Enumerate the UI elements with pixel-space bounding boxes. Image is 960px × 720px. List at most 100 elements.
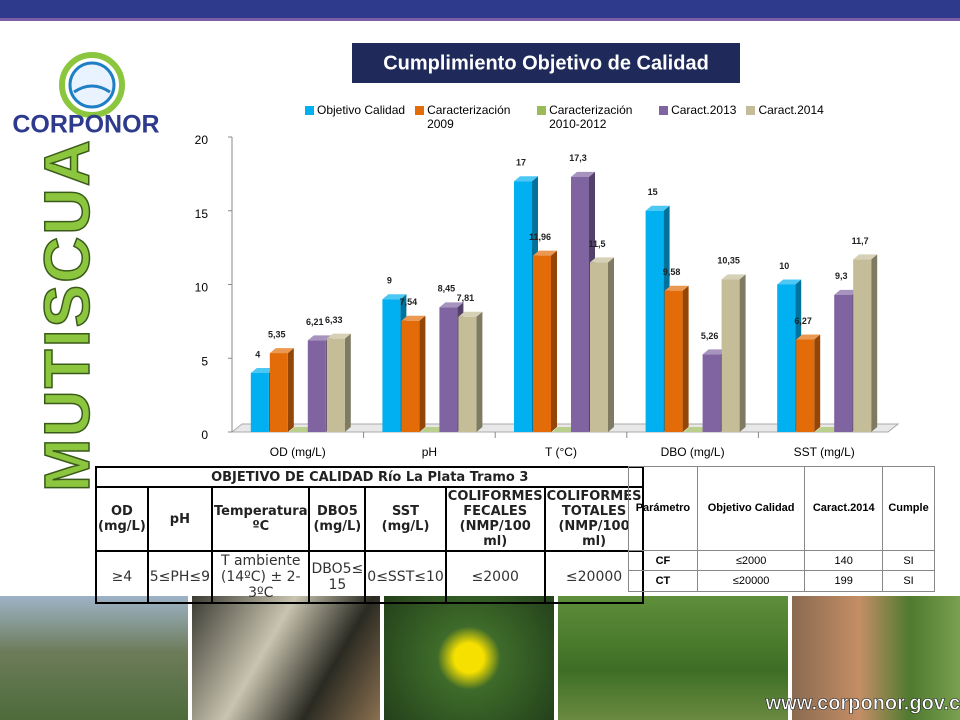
legend-swatch — [746, 106, 756, 115]
data-label: 10,35 — [717, 256, 740, 266]
table-cell: 5≤PH≤9 — [146, 550, 214, 604]
data-label: 10 — [779, 261, 789, 271]
bar-top — [721, 274, 746, 280]
data-label: 17 — [516, 158, 526, 168]
bar-top — [420, 427, 445, 432]
photo — [792, 596, 960, 720]
bar-top — [326, 333, 351, 339]
bar — [269, 353, 288, 432]
bar-top — [853, 254, 878, 260]
bar-side — [551, 250, 557, 432]
bar — [307, 340, 326, 432]
bar-side — [476, 311, 483, 432]
legend-swatch — [305, 106, 314, 115]
table-header: Parámetro — [628, 466, 698, 551]
bar-top — [796, 334, 821, 340]
table-cell: DBO5≤ 15 — [308, 550, 367, 604]
data-label: 11,96 — [529, 232, 551, 242]
legend-swatch — [537, 106, 547, 115]
table-header: Objetivo Calidad — [696, 466, 806, 551]
title-box — [352, 43, 740, 83]
photo — [192, 596, 380, 720]
legend-item: Caract.2013 — [659, 103, 736, 131]
legend-label: Objetivo Calidad — [317, 103, 406, 117]
table-cell: CT — [628, 570, 698, 592]
data-label: 5,35 — [268, 329, 286, 339]
website: www.corponor.gov.co — [765, 692, 960, 714]
x-tick-label: pH — [422, 445, 437, 459]
bar — [326, 338, 345, 432]
bar-top — [458, 311, 483, 317]
data-label: 9,3 — [835, 271, 848, 281]
data-label: 6,27 — [794, 316, 812, 326]
table-header: OD (mg/L) — [95, 486, 149, 552]
bar — [834, 294, 853, 432]
x-tick-label: DBO (mg/L) — [661, 445, 725, 459]
bar — [401, 320, 420, 432]
x-tick-label: SST (mg/L) — [794, 445, 855, 459]
data-label: 15 — [648, 187, 658, 197]
bar — [702, 354, 721, 432]
bar-top — [590, 257, 614, 263]
table-cell: CF — [628, 549, 698, 572]
bar-side — [287, 348, 294, 432]
legend-item: Caract.2014 — [746, 103, 824, 131]
table-cell: 140 — [804, 549, 884, 572]
table-cell: 199 — [804, 570, 884, 592]
photo-strip — [0, 596, 960, 720]
bar-top — [269, 348, 294, 354]
bar-top — [834, 289, 859, 295]
bar — [250, 373, 269, 432]
brand: CORPONOR — [12, 111, 159, 139]
bar — [796, 339, 815, 432]
top-bar — [0, 0, 960, 21]
table-cell: ≥4 — [95, 550, 149, 604]
bar-top — [250, 368, 275, 373]
bar-top — [552, 427, 576, 432]
bar — [571, 176, 589, 432]
table-header: pH — [146, 486, 214, 552]
table-cell: ≤2000 — [444, 550, 546, 604]
table-cell: ≤20000 — [696, 570, 806, 592]
legend-swatch — [659, 106, 669, 115]
legend-item: Objetivo Calidad — [305, 103, 405, 131]
compliance-table: Parámetro Objetivo Calidad Caract.2014 Cump… — [628, 466, 935, 592]
bar-side — [871, 254, 878, 432]
table-cell: SI — [882, 549, 935, 572]
x-tick-label: OD (mg/L) — [270, 445, 326, 459]
table-title: OBJETIVO DE CALIDAD Río La Plata Tramo 3 — [94, 466, 645, 488]
bar-side — [344, 333, 351, 432]
x-tick-label: T (°C) — [545, 445, 577, 459]
bar — [514, 181, 532, 432]
data-label: 4 — [255, 349, 260, 359]
bar-top — [664, 285, 689, 291]
legend-label: Caract.2013 — [671, 103, 737, 117]
bar — [382, 299, 401, 432]
bar-top — [514, 176, 538, 182]
table-header: Temperatura ºC — [211, 486, 311, 552]
bar-top — [777, 279, 802, 285]
table-cell: 0≤SST≤10 — [364, 550, 447, 604]
table-cell: ≤20000 — [543, 550, 645, 604]
y-tick-label: 15 — [195, 207, 209, 221]
bar-top — [702, 349, 727, 355]
table-header: SST (mg/L) — [364, 486, 447, 552]
table-header: COLIFORMES FECALES (NMP/100 ml) — [444, 486, 546, 552]
data-label: 6,33 — [325, 315, 343, 325]
bar-top — [683, 427, 708, 432]
y-tick-label: 20 — [195, 133, 209, 147]
bar-top — [815, 427, 840, 432]
legend-label: Caract.2014 — [758, 103, 824, 117]
bar-top — [307, 335, 332, 341]
bar-side — [682, 285, 689, 432]
bar-side — [739, 274, 746, 432]
bar-top — [571, 171, 595, 177]
data-label: 6,21 — [306, 317, 324, 327]
legend-item: Caracterización 2009 — [415, 103, 527, 131]
bar — [853, 259, 872, 432]
table-row: CT ≤20000 199 SI — [628, 570, 935, 592]
table-cell: ≤2000 — [696, 549, 806, 572]
data-label: 7,81 — [457, 293, 475, 303]
